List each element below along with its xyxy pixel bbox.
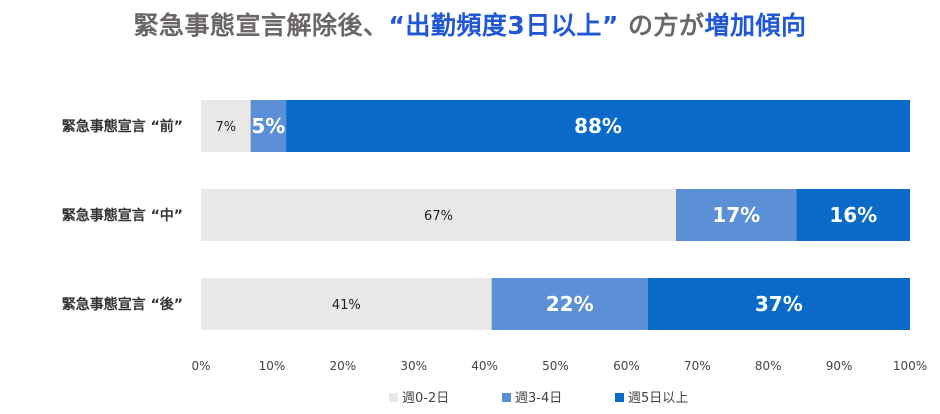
title-part-main-2: の方が (618, 11, 705, 40)
data-label: 41% (332, 298, 361, 313)
category-label: 緊急事態宣言 “前” (62, 118, 183, 135)
data-label: 16% (829, 203, 877, 227)
data-label: 7% (216, 120, 237, 135)
bar-segment (201, 278, 492, 330)
legend-swatch (389, 393, 398, 402)
title-part-highlight-2: 増加傾向 (704, 11, 807, 40)
title-part-highlight: “出勤頻度3日以上” (388, 11, 619, 40)
data-label: 67% (424, 209, 453, 224)
bar-segment (491, 278, 648, 330)
bar-segment (201, 100, 251, 152)
x-tick-label: 10% (259, 359, 286, 373)
bar-segment (676, 189, 797, 241)
x-tick-label: 20% (329, 359, 356, 373)
bar-segment (250, 100, 287, 152)
bar-segment (286, 100, 911, 152)
data-label: 37% (755, 292, 803, 316)
bar-segment (796, 189, 910, 241)
x-tick-label: 60% (613, 359, 640, 373)
bar-segment (647, 278, 910, 330)
x-tick-label: 90% (826, 359, 853, 373)
legend-label: 週5日以上 (628, 391, 688, 406)
legend-swatch (615, 393, 624, 402)
data-label: 5% (251, 114, 285, 138)
legend-label: 週3-4日 (515, 391, 562, 406)
x-tick-label: 100% (893, 359, 927, 373)
x-tick-label: 30% (400, 359, 427, 373)
x-tick-label: 0% (191, 359, 210, 373)
chart-title: 緊急事態宣言解除後、“出勤頻度3日以上” の方が増加傾向 (0, 6, 940, 42)
legend-swatch (502, 393, 511, 402)
legend-label: 週0-2日 (402, 391, 449, 406)
data-label: 88% (574, 114, 622, 138)
category-label: 緊急事態宣言 “後” (62, 296, 183, 313)
category-label: 緊急事態宣言 “中” (62, 207, 183, 224)
x-tick-label: 80% (755, 359, 782, 373)
bar-segment (201, 189, 677, 241)
title-part-main: 緊急事態宣言解除後、 (133, 11, 389, 40)
data-label: 17% (712, 203, 760, 227)
x-tick-label: 70% (684, 359, 711, 373)
data-label: 22% (546, 292, 594, 316)
x-tick-label: 50% (542, 359, 569, 373)
x-tick-label: 40% (471, 359, 498, 373)
